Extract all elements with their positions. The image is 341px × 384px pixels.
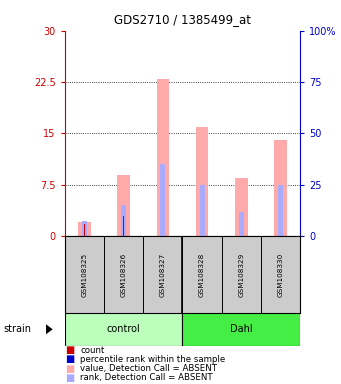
Bar <box>65 313 182 346</box>
Text: GSM108328: GSM108328 <box>199 252 205 297</box>
Text: ■: ■ <box>65 345 74 355</box>
Bar <box>121 205 126 236</box>
Bar <box>278 185 283 236</box>
Text: ■: ■ <box>65 364 74 374</box>
Bar <box>123 216 124 236</box>
Text: GSM108327: GSM108327 <box>160 252 166 297</box>
Text: GSM108329: GSM108329 <box>238 252 244 297</box>
Bar <box>274 140 287 236</box>
Text: ■: ■ <box>65 373 74 383</box>
Text: GDS2710 / 1385499_at: GDS2710 / 1385499_at <box>114 13 251 26</box>
Text: rank, Detection Call = ABSENT: rank, Detection Call = ABSENT <box>80 373 213 382</box>
Text: percentile rank within the sample: percentile rank within the sample <box>80 355 225 364</box>
Bar <box>78 222 91 236</box>
Bar <box>239 212 244 236</box>
Text: ■: ■ <box>65 354 74 364</box>
Text: GSM108326: GSM108326 <box>121 252 127 297</box>
Text: value, Detection Call = ABSENT: value, Detection Call = ABSENT <box>80 364 217 373</box>
Bar <box>157 79 169 236</box>
Bar <box>199 185 205 236</box>
Bar <box>182 313 300 346</box>
Bar <box>84 224 85 236</box>
Text: count: count <box>80 346 104 355</box>
Bar <box>235 178 248 236</box>
Text: GSM108325: GSM108325 <box>81 252 87 297</box>
Text: Dahl: Dahl <box>230 324 253 334</box>
Text: strain: strain <box>3 324 31 334</box>
Bar <box>117 174 130 236</box>
Bar <box>160 164 165 236</box>
Bar <box>82 221 87 236</box>
Text: GSM108330: GSM108330 <box>278 252 283 297</box>
Text: control: control <box>107 324 140 334</box>
Bar <box>196 127 208 236</box>
